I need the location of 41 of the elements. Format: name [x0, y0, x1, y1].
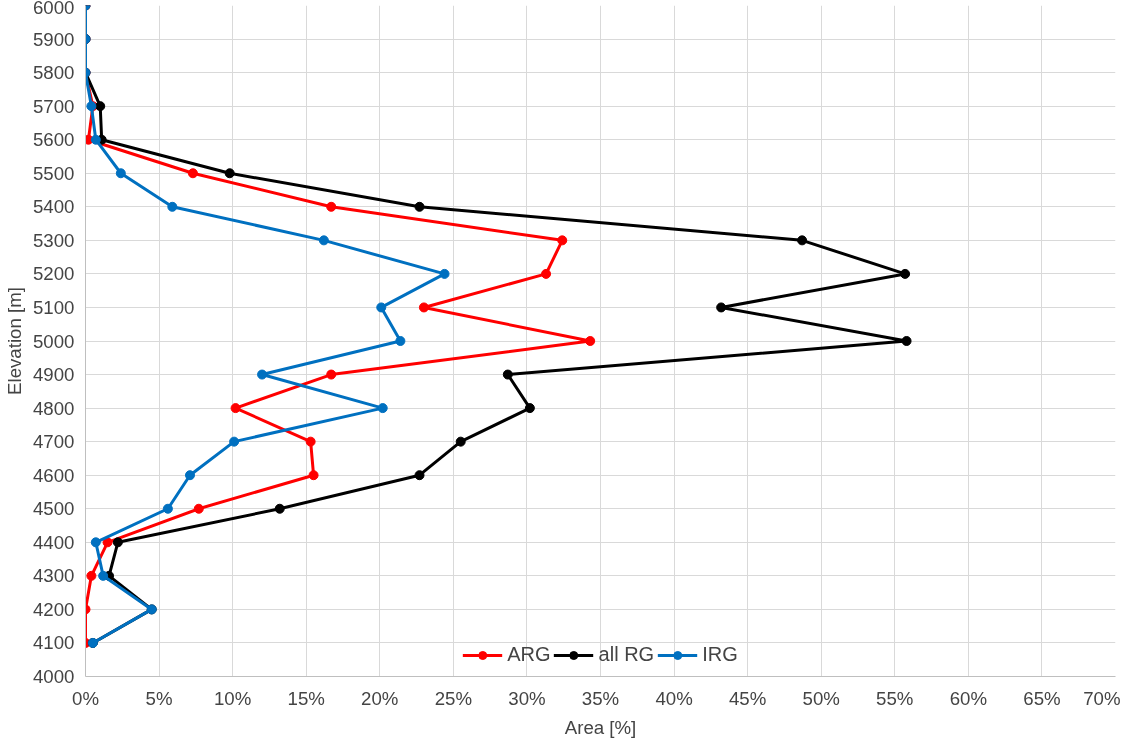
- y-tick-label: 5000: [33, 330, 75, 352]
- y-tick-label: 6000: [33, 0, 75, 18]
- x-tick-label: 60%: [949, 687, 988, 709]
- y-tick-label: 4400: [33, 531, 75, 553]
- x-tick-label: 15%: [287, 687, 325, 709]
- x-tick-label: 40%: [655, 687, 693, 709]
- x-tick-label: 10%: [213, 687, 252, 709]
- y-tick-label: 4900: [33, 364, 75, 386]
- x-tick-label: 55%: [876, 687, 914, 709]
- x-tick-label: 30%: [508, 687, 546, 709]
- y-tick-label: 5600: [33, 129, 75, 151]
- y-tick-label: 4100: [33, 632, 75, 654]
- legend-label: IRG: [702, 643, 738, 666]
- y-tick-label: 5800: [33, 62, 75, 84]
- y-tick-label: 5200: [33, 263, 75, 285]
- x-tick-label: 35%: [581, 687, 620, 709]
- x-tick-label: 5%: [145, 687, 173, 709]
- x-tick-label: 25%: [434, 687, 473, 709]
- x-tick-label: 50%: [802, 687, 840, 709]
- x-tick-label: 70%: [1083, 687, 1121, 709]
- y-tick-label: 4200: [33, 598, 75, 620]
- x-tick-label: 65%: [1023, 687, 1061, 709]
- y-tick-label: 5900: [33, 28, 75, 50]
- x-tick-label: 20%: [361, 687, 399, 709]
- x-tick-label: 45%: [728, 687, 767, 709]
- y-tick-label: 4700: [33, 431, 75, 453]
- x-tick-label: 0%: [72, 687, 99, 709]
- y-tick-label: 5700: [33, 95, 75, 117]
- y-tick-label: 4000: [33, 666, 75, 687]
- y-tick-label: 4600: [33, 464, 75, 486]
- y-tick-label: 4300: [33, 565, 75, 587]
- y-axis-title: Elevation [m]: [4, 287, 25, 395]
- legend-label: ARG: [507, 643, 551, 666]
- y-tick-label: 5500: [33, 162, 75, 184]
- x-axis-title: Area [%]: [564, 716, 637, 738]
- legend-label: all RG: [598, 643, 655, 666]
- y-tick-label: 5400: [33, 196, 75, 218]
- y-tick-label: 4500: [33, 498, 75, 520]
- y-tick-label: 5100: [33, 296, 75, 318]
- y-tick-label: 4800: [33, 397, 75, 419]
- y-tick-label: 5300: [33, 229, 75, 251]
